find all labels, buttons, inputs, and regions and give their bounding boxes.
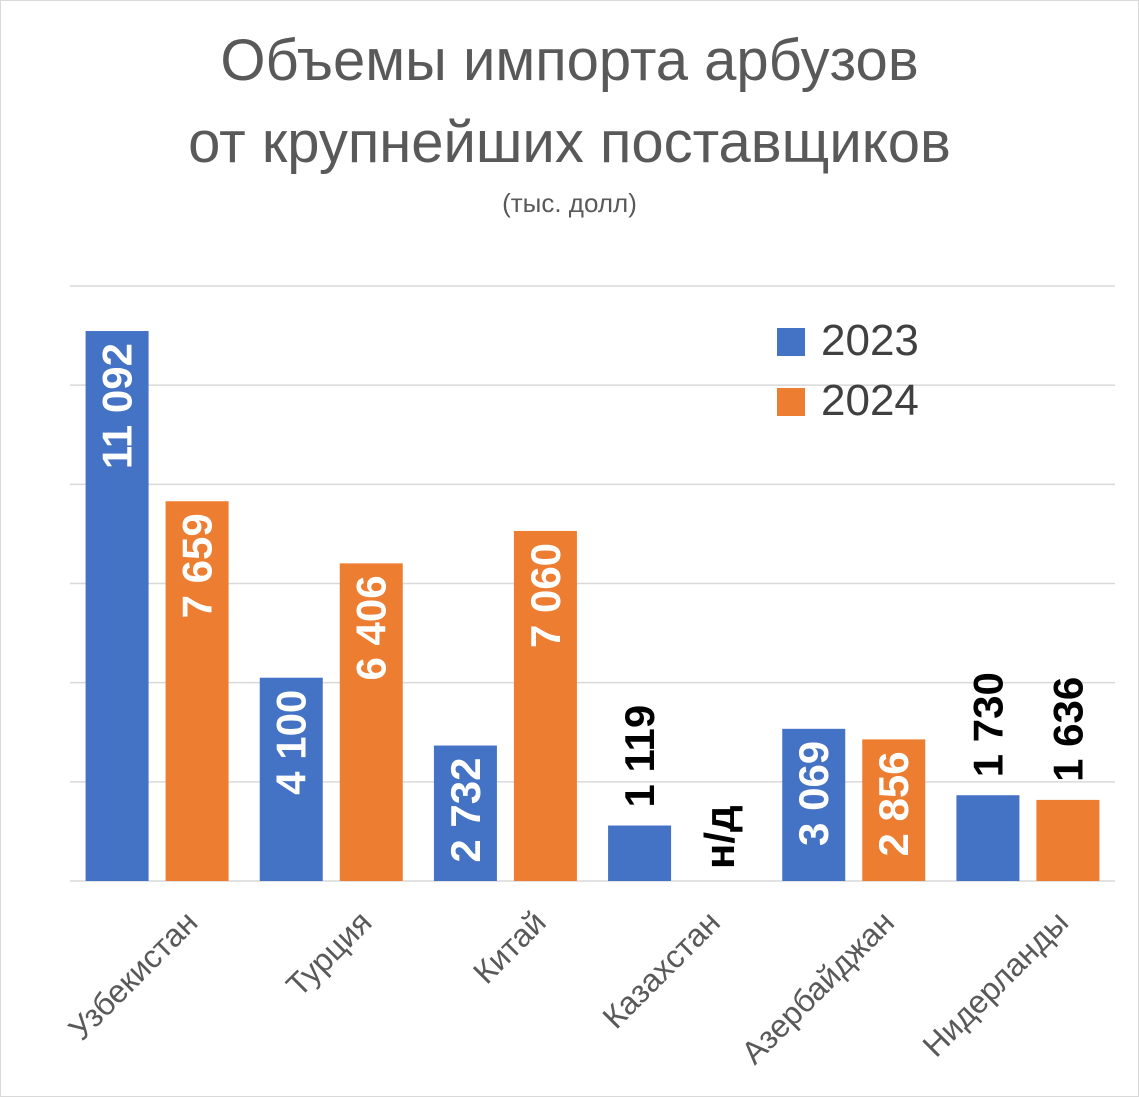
- legend-swatch-2023: [777, 328, 805, 356]
- category-label-3: Китай: [466, 904, 553, 991]
- data-label-2023-4: 1 119: [616, 705, 663, 808]
- category-label-5: Азербайджан: [734, 904, 901, 1071]
- bar-2023-5: [782, 728, 846, 881]
- data-label-2024-4: н/д: [696, 805, 743, 869]
- category-label-1: Узбекистан: [61, 904, 204, 1047]
- data-label-2023-2: 4 100: [268, 690, 315, 795]
- bar-2024-6: [1036, 799, 1100, 881]
- data-label-2024-5: 2 856: [870, 751, 917, 856]
- bar-2023-4: [608, 825, 672, 881]
- bar-2024-1: [165, 501, 229, 881]
- bar-2023-2: [259, 677, 323, 881]
- chart-subtitle: (тыс. долл): [502, 188, 637, 218]
- data-label-2024-6: 1 636: [1044, 677, 1091, 782]
- bar-2024-3: [513, 530, 577, 881]
- data-label-2023-6: 1 730: [964, 672, 1011, 777]
- chart-title-line-1: Объемы импорта арбузов: [220, 28, 919, 93]
- legend-swatch-2024: [777, 388, 805, 416]
- bar-2023-1: [85, 331, 149, 881]
- data-label-2023-1: 11 092: [94, 343, 141, 469]
- data-label-2024-3: 7 060: [522, 543, 569, 648]
- data-label-2023-5: 3 069: [790, 741, 837, 846]
- bar-2024-2: [339, 563, 403, 881]
- data-label-2023-3: 2 732: [442, 758, 489, 863]
- legend-label-2024: 2024: [821, 376, 919, 425]
- bar-2024-5: [862, 739, 926, 881]
- chart-title-line-2: от крупнейших поставщиков: [188, 110, 951, 175]
- legend-label-2023: 2023: [821, 316, 919, 365]
- category-label-4: Казахстан: [595, 904, 726, 1035]
- data-label-2024-1: 7 659: [174, 513, 221, 618]
- category-label-2: Турция: [279, 904, 379, 1004]
- bar-2023-3: [433, 745, 497, 881]
- data-label-2024-2: 6 406: [348, 575, 395, 680]
- category-label-6: Нидерланды: [915, 904, 1075, 1064]
- bar-2023-6: [956, 795, 1020, 881]
